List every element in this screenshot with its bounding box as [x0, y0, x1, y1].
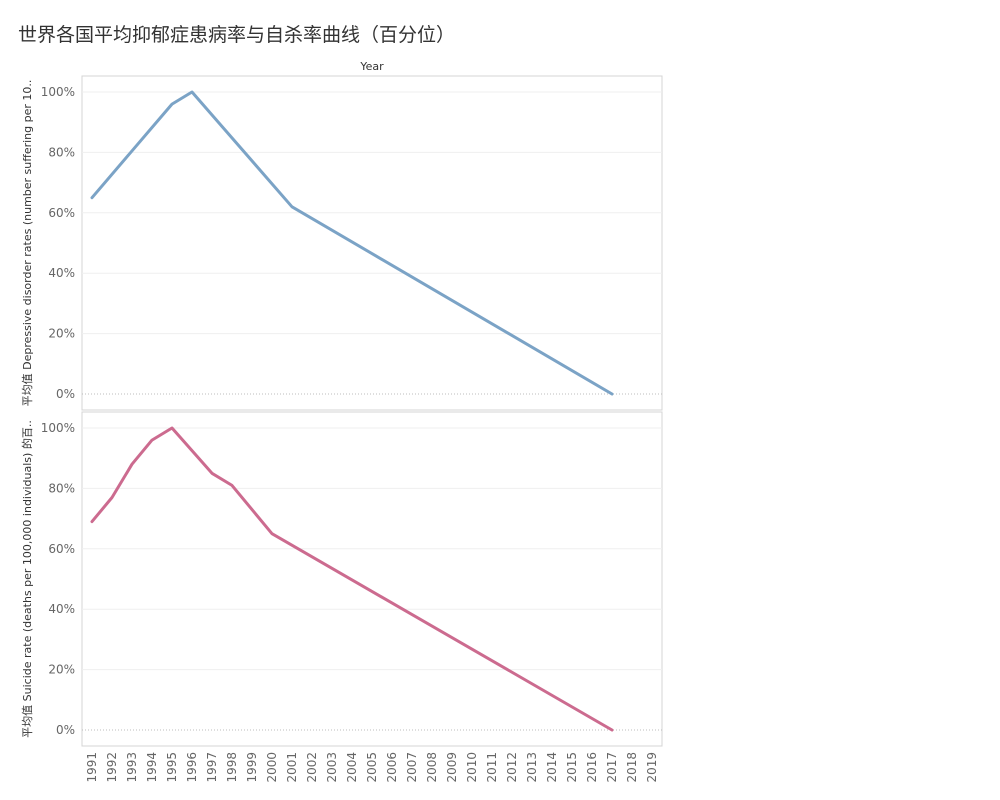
x-tick-label: 2014 [545, 752, 559, 783]
x-tick-label: 2003 [325, 752, 339, 783]
x-axis-title: Year [359, 60, 384, 73]
x-tick-label: 2015 [565, 752, 579, 783]
y-tick-label: 20% [48, 327, 75, 341]
x-tick-label: 1993 [125, 752, 139, 783]
y-tick-label: 40% [48, 602, 75, 616]
y-tick-label: 80% [48, 481, 75, 495]
panel-frame [81, 411, 663, 747]
x-tick-label: 2006 [385, 752, 399, 783]
y-axis-title: 平均值 Suicide rate (deaths per 100,000 ind… [20, 420, 34, 738]
x-tick-label: 2008 [425, 752, 439, 783]
series-line-1 [90, 90, 614, 396]
x-tick-label: 2017 [605, 752, 619, 783]
y-tick-label: 0% [56, 387, 75, 401]
panel-2: 0% 20% 40% 60% 80% 100% 平均值 Suicide rate (deat… [20, 411, 663, 747]
x-tick-label: 1995 [165, 752, 179, 783]
panel-frame [81, 75, 663, 411]
x-tick-label: 2009 [445, 752, 459, 783]
y-tick-label: 60% [48, 542, 75, 556]
x-tick-label: 2012 [505, 752, 519, 783]
x-tick-label: 2000 [265, 752, 279, 783]
y-tick-label: 20% [48, 663, 75, 677]
y-axis-title: 平均值 Depressive disorder rates (number su… [21, 80, 34, 407]
x-tick-label: 1996 [185, 752, 199, 783]
x-tick-label: 2001 [285, 752, 299, 783]
x-tick-label: 1997 [205, 752, 219, 783]
y-tick-label: 100% [41, 85, 75, 99]
x-tick-label: 2007 [405, 752, 419, 783]
y-tick-label: 40% [48, 266, 75, 280]
x-tick-label: 2002 [305, 752, 319, 783]
x-tick-label: 1991 [85, 752, 99, 783]
x-tick-label: 2004 [345, 752, 359, 783]
x-tick-label: 2019 [645, 752, 659, 783]
x-tick-label: 2013 [525, 752, 539, 783]
x-tick-label: 1992 [105, 752, 119, 783]
x-tick-label: 2011 [485, 752, 499, 783]
x-tick-label: 2005 [365, 752, 379, 783]
y-tick-label: 100% [41, 421, 75, 435]
x-tick-label: 2016 [585, 752, 599, 783]
y-tick-label: 80% [48, 145, 75, 159]
x-tick-label: 1994 [145, 752, 159, 783]
x-tick-label: 2018 [625, 752, 639, 783]
series-line-2 [90, 426, 614, 732]
y-tick-label: 0% [56, 723, 75, 737]
chart-title: 世界各国平均抑郁症患病率与自杀率曲线（百分位） [18, 24, 456, 46]
panel-1: 0% 20% 40% 60% 80% 100% 平均值 Depressive disorde… [21, 75, 663, 411]
y-tick-label: 60% [48, 206, 75, 220]
x-tick-label: 2010 [465, 752, 479, 783]
x-tick-label: 1999 [245, 752, 259, 783]
x-tick-label: 1998 [225, 752, 239, 783]
